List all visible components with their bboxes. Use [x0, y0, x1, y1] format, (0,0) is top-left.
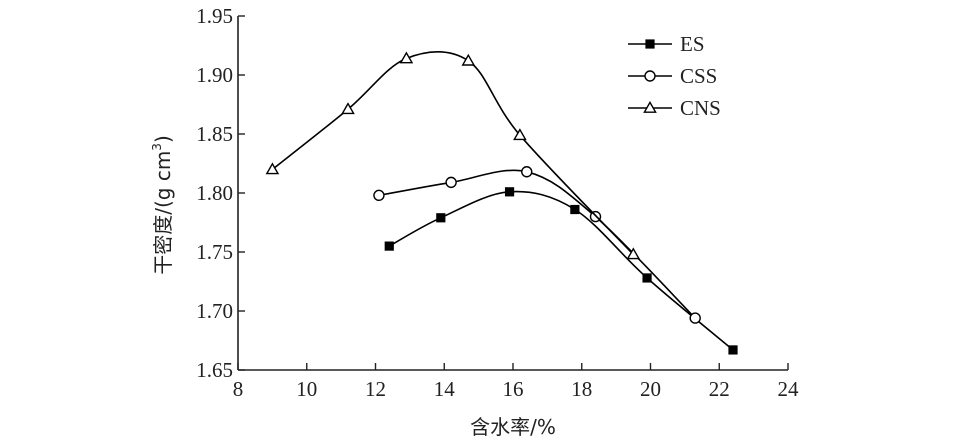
data-point-css — [373, 189, 385, 202]
legend-item-css: CSS — [628, 64, 717, 88]
series-line-css — [378, 169, 696, 319]
x-tick-label: 12 — [365, 377, 386, 401]
data-point-cns — [513, 128, 527, 141]
legend-marker-css — [644, 70, 656, 82]
y-tick-label: 1.95 — [196, 4, 233, 28]
x-tick-label: 22 — [709, 377, 730, 401]
data-point-css — [445, 176, 457, 189]
x-tick-label: 20 — [640, 377, 661, 401]
y-axis-title-main: 干密度/(g cm — [151, 151, 175, 275]
data-point-es — [570, 204, 580, 215]
legend-item-es: ES — [628, 32, 705, 56]
x-tick-label: 16 — [503, 377, 524, 401]
legend-marker-es — [645, 39, 655, 49]
y-tick-label: 1.80 — [196, 181, 233, 205]
x-tick-label: 24 — [778, 377, 800, 401]
y-tick-label: 1.65 — [196, 358, 233, 382]
y-tick-label: 1.90 — [196, 63, 233, 87]
data-point-es — [728, 345, 738, 355]
data-point-css — [689, 312, 701, 324]
data-point-es — [504, 187, 515, 197]
legend: ES CSS CNS — [628, 32, 721, 120]
x-tick-label: 18 — [571, 377, 592, 401]
series-css — [373, 166, 701, 324]
legend-label-css: CSS — [680, 64, 717, 88]
series-layer — [265, 51, 738, 355]
legend-label-es: ES — [680, 32, 705, 56]
y-tick-label: 1.70 — [196, 299, 233, 323]
x-tick-label: 8 — [233, 377, 244, 401]
x-axis-title: 含水率/% — [470, 415, 556, 439]
series-cns — [265, 51, 641, 260]
data-point-cns — [461, 53, 476, 66]
data-point-cns — [626, 247, 641, 260]
data-point-cns — [341, 102, 355, 115]
series-line-cns — [271, 51, 634, 255]
data-point-es — [642, 273, 652, 283]
data-point-es — [384, 241, 394, 251]
y-axis-title-superscript: 3 — [150, 143, 164, 151]
y-tick-label: 1.85 — [196, 122, 233, 146]
data-point-cns — [265, 162, 280, 175]
y-axis-title-close: ) — [151, 135, 175, 143]
x-tick-label: 10 — [296, 377, 317, 401]
legend-marker-cns — [643, 100, 657, 113]
legend-label-cns: CNS — [680, 96, 721, 120]
data-point-cns — [399, 51, 414, 64]
y-tick-label: 1.75 — [196, 240, 233, 264]
axes: 8 10 12 14 16 18 20 22 24 1.65 1.70 1.75 1.80 1.85 1.9… — [196, 4, 799, 401]
data-point-css — [521, 166, 533, 178]
x-tick-label: 14 — [434, 377, 456, 401]
y-axis-title: 干密度/(g cm3) — [150, 135, 175, 275]
data-point-es — [436, 213, 446, 223]
series-es — [384, 187, 738, 355]
legend-item-cns: CNS — [628, 96, 721, 120]
